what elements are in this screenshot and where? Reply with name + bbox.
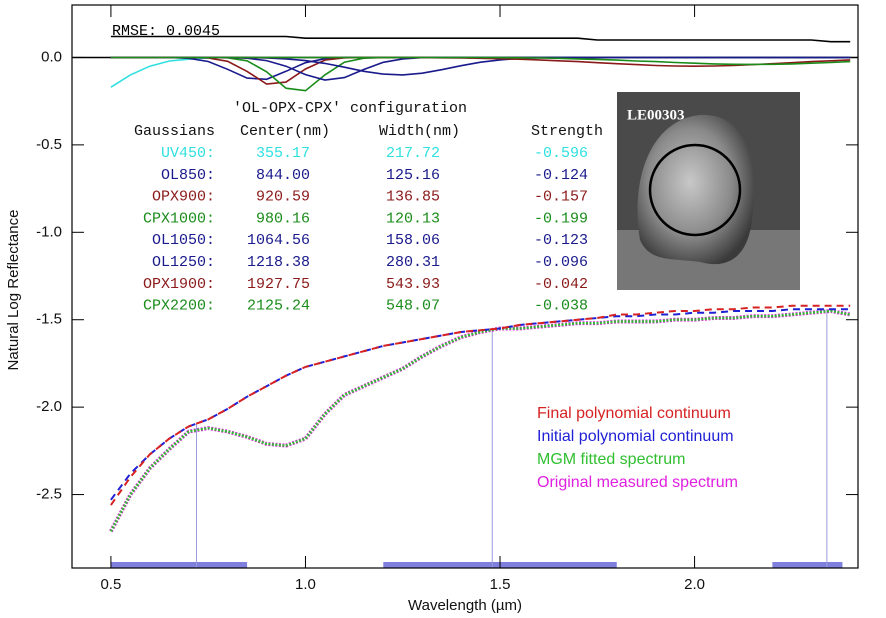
table-header: Gaussians	[134, 123, 215, 140]
table-cell: 217.72	[386, 145, 440, 162]
legend-entry: MGM fitted spectrum	[537, 451, 685, 468]
table-cell: 980.16	[256, 210, 310, 227]
x-tick-label: 2.0	[684, 576, 705, 593]
table-cell: -0.124	[534, 167, 588, 184]
table-cell: UV450:	[161, 145, 215, 162]
table-cell: CPX2200:	[143, 298, 215, 315]
table-cell: 158.06	[386, 232, 440, 249]
table-cell: -0.096	[534, 254, 588, 271]
rmse-label: RMSE: 0.0045	[112, 23, 220, 40]
inset-image: LE00303	[617, 92, 800, 290]
table-cell: -0.038	[534, 298, 588, 315]
table-header: Width(nm)	[379, 123, 460, 140]
table-cell: 355.17	[256, 145, 310, 162]
y-tick-label: -1.0	[36, 223, 62, 240]
table-cell: OPX900:	[152, 189, 215, 206]
table-cell: 125.16	[386, 167, 440, 184]
table-header: Center(nm)	[240, 123, 330, 140]
y-tick-label: -0.5	[36, 136, 62, 153]
series-line	[109, 309, 851, 532]
x-tick-label: 1.0	[295, 576, 316, 593]
series-line	[110, 35, 851, 43]
table-cell: OPX1900:	[143, 276, 215, 293]
table-cell: -0.157	[534, 189, 588, 206]
legend-entry: Final polynomial continuum	[537, 405, 731, 422]
table-cell: 1218.38	[247, 254, 310, 271]
table-cell: OL1250:	[152, 254, 215, 271]
fit-range	[772, 562, 843, 568]
y-tick-label: -2.0	[36, 398, 62, 415]
y-tick-label: -2.5	[36, 486, 62, 503]
series-line	[109, 309, 851, 533]
series-line	[110, 56, 851, 66]
table-cell: -0.123	[534, 232, 588, 249]
fit-range	[110, 562, 248, 568]
x-tick-label: 0.5	[100, 576, 121, 593]
y-tick-label: -1.5	[36, 311, 62, 328]
table-cell: CPX1000:	[143, 210, 215, 227]
table-cell: -0.042	[534, 276, 588, 293]
table-cell: 543.93	[386, 276, 440, 293]
table-header: Strength	[531, 123, 603, 140]
table-cell: 1064.56	[247, 232, 310, 249]
x-tick-label: 1.5	[490, 576, 511, 593]
table-title: 'OL-OPX-CPX' configuration	[233, 100, 467, 117]
table-cell: -0.199	[534, 210, 588, 227]
y-tick-label: 0.0	[41, 48, 62, 65]
table-cell: 920.59	[256, 189, 310, 206]
table-cell: OL1050:	[152, 232, 215, 249]
table-cell: 120.13	[386, 210, 440, 227]
legend-entry: Initial polynomial continuum	[537, 428, 734, 445]
legend-entry: Original measured spectrum	[537, 474, 738, 491]
table-cell: 548.07	[386, 298, 440, 315]
table-cell: -0.596	[534, 145, 588, 162]
y-axis-label: Natural Log Reflectance	[5, 210, 22, 371]
table-cell: 844.00	[256, 167, 310, 184]
series-line	[110, 304, 851, 506]
table-cell: 1927.75	[247, 276, 310, 293]
table-cell: 280.31	[386, 254, 440, 271]
inset-label: LE00303	[627, 107, 685, 123]
table-cell: 136.85	[386, 189, 440, 206]
series-line	[110, 308, 851, 501]
plot-frame	[71, 4, 859, 569]
table-cell: OL850:	[161, 167, 215, 184]
table-cell: 2125.24	[247, 298, 310, 315]
x-axis-label: Wavelength (µm)	[408, 597, 522, 614]
